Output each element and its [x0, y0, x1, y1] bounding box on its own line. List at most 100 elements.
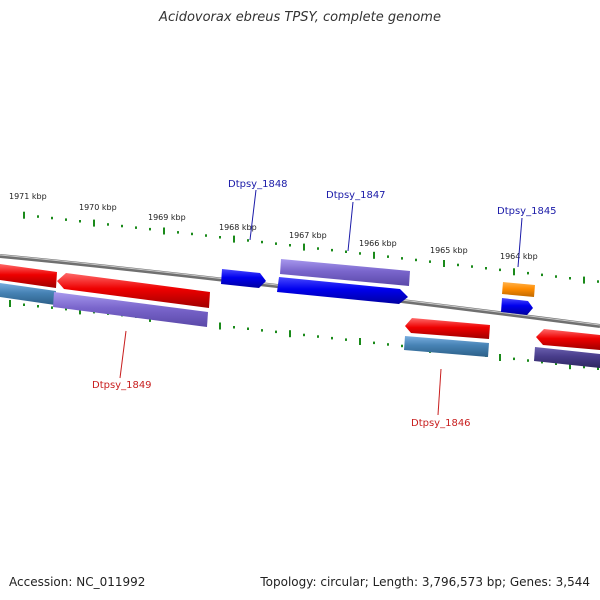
gene-label-dtpsy-1846[interactable]: Dtpsy_1846 [411, 418, 471, 429]
gene-label-dtpsy-1845[interactable]: Dtpsy_1845 [497, 206, 557, 217]
accession-text: Accession: NC_011992 [9, 575, 146, 589]
minor-tick [499, 268, 501, 272]
tick-label-1966: 1966 kbp [359, 239, 397, 248]
major-tick [569, 362, 571, 370]
minor-tick [471, 265, 473, 268]
minor-tick [79, 220, 81, 223]
minor-tick [51, 216, 53, 220]
major-tick [233, 235, 235, 243]
map-title: Acidovorax ebreus TPSY, complete genome [159, 10, 441, 25]
minor-tick [51, 306, 53, 309]
minor-tick [37, 305, 39, 308]
leader-dtpsy-1848 [249, 189, 257, 241]
gene-red-right-edge[interactable] [536, 329, 600, 350]
feature-purple-1849[interactable] [53, 292, 208, 327]
minor-tick [485, 267, 487, 270]
feature-steel-1846[interactable] [404, 336, 489, 357]
tick-label-1969: 1969 kbp [148, 213, 186, 222]
minor-tick [317, 335, 319, 338]
minor-tick [331, 336, 333, 340]
major-tick [583, 276, 585, 284]
major-tick [359, 338, 361, 345]
minor-tick [555, 275, 557, 278]
minor-tick [65, 218, 67, 221]
minor-tick [373, 341, 375, 345]
minor-tick [513, 357, 515, 361]
major-tick [289, 330, 291, 338]
minor-tick [275, 242, 277, 245]
gene-label-dtpsy-1848[interactable]: Dtpsy_1848 [228, 179, 288, 190]
minor-tick [429, 260, 431, 263]
gene-dtpsy-1846-arrow[interactable] [405, 318, 490, 339]
minor-tick [219, 236, 221, 239]
feature-steel-left-edge[interactable] [0, 283, 56, 305]
minor-tick [275, 330, 277, 334]
gene-dtpsy-1849-arrow[interactable] [57, 273, 210, 308]
tick-label-1967: 1967 kbp [289, 231, 327, 240]
minor-tick [107, 223, 109, 226]
leader-dtpsy-1849 [119, 330, 127, 379]
genome-summary-text: Topology: circular; Length: 3,796,573 bp… [260, 575, 590, 589]
minor-tick [191, 232, 193, 236]
minor-tick [247, 239, 249, 242]
minor-tick [387, 255, 389, 258]
tick-label-1971: 1971 kbp [9, 192, 47, 201]
major-tick [23, 211, 25, 219]
minor-tick [247, 327, 249, 330]
gene-label-dtpsy-1849[interactable]: Dtpsy_1849 [92, 380, 152, 391]
minor-tick [387, 343, 389, 346]
gene-dtpsy-1848-arrow[interactable] [221, 269, 266, 288]
tick-label-1965: 1965 kbp [430, 246, 468, 255]
minor-tick [457, 263, 459, 267]
minor-tick [177, 231, 179, 234]
feature-dark-right-edge[interactable] [534, 347, 600, 368]
major-tick [303, 243, 305, 251]
feature-purple-1847[interactable] [280, 259, 410, 286]
minor-tick [303, 333, 305, 337]
minor-tick [261, 329, 263, 332]
feature-orange-1845[interactable] [502, 282, 535, 297]
minor-tick [289, 244, 291, 247]
minor-tick [555, 362, 557, 365]
minor-tick [569, 277, 571, 280]
minor-tick [317, 247, 319, 250]
gene-dtpsy-1845-arrow[interactable] [501, 298, 533, 315]
minor-tick [121, 224, 123, 228]
minor-tick [401, 257, 403, 260]
minor-tick [597, 367, 599, 370]
minor-tick [205, 234, 207, 237]
minor-tick [233, 326, 235, 329]
minor-tick [65, 307, 67, 311]
minor-tick [415, 258, 417, 262]
gene-label-dtpsy-1847[interactable]: Dtpsy_1847 [326, 190, 386, 201]
minor-tick [37, 215, 39, 218]
minor-tick [541, 273, 543, 277]
leader-dtpsy-1845 [517, 217, 523, 268]
tick-label-1968: 1968 kbp [219, 223, 257, 232]
minor-tick [149, 227, 151, 231]
major-tick [499, 354, 501, 361]
major-tick [163, 227, 165, 235]
major-tick [93, 219, 95, 227]
minor-tick [345, 250, 347, 253]
major-tick [373, 251, 375, 259]
major-tick [219, 322, 221, 330]
minor-tick [527, 271, 529, 275]
minor-tick [597, 280, 599, 283]
minor-tick [135, 226, 137, 229]
minor-tick [23, 303, 25, 306]
minor-tick [401, 344, 403, 348]
major-tick [513, 268, 515, 276]
minor-tick [527, 359, 529, 362]
major-tick [79, 307, 81, 315]
gene-red-left-edge[interactable] [0, 264, 57, 288]
outer-tick-ring [23, 211, 599, 284]
gene-dtpsy-1847-arrow[interactable] [277, 277, 408, 304]
major-tick [443, 260, 445, 267]
minor-tick [261, 240, 263, 244]
minor-tick [359, 252, 361, 255]
major-tick [9, 300, 11, 307]
leader-dtpsy-1846 [437, 368, 442, 416]
minor-tick [583, 365, 585, 369]
